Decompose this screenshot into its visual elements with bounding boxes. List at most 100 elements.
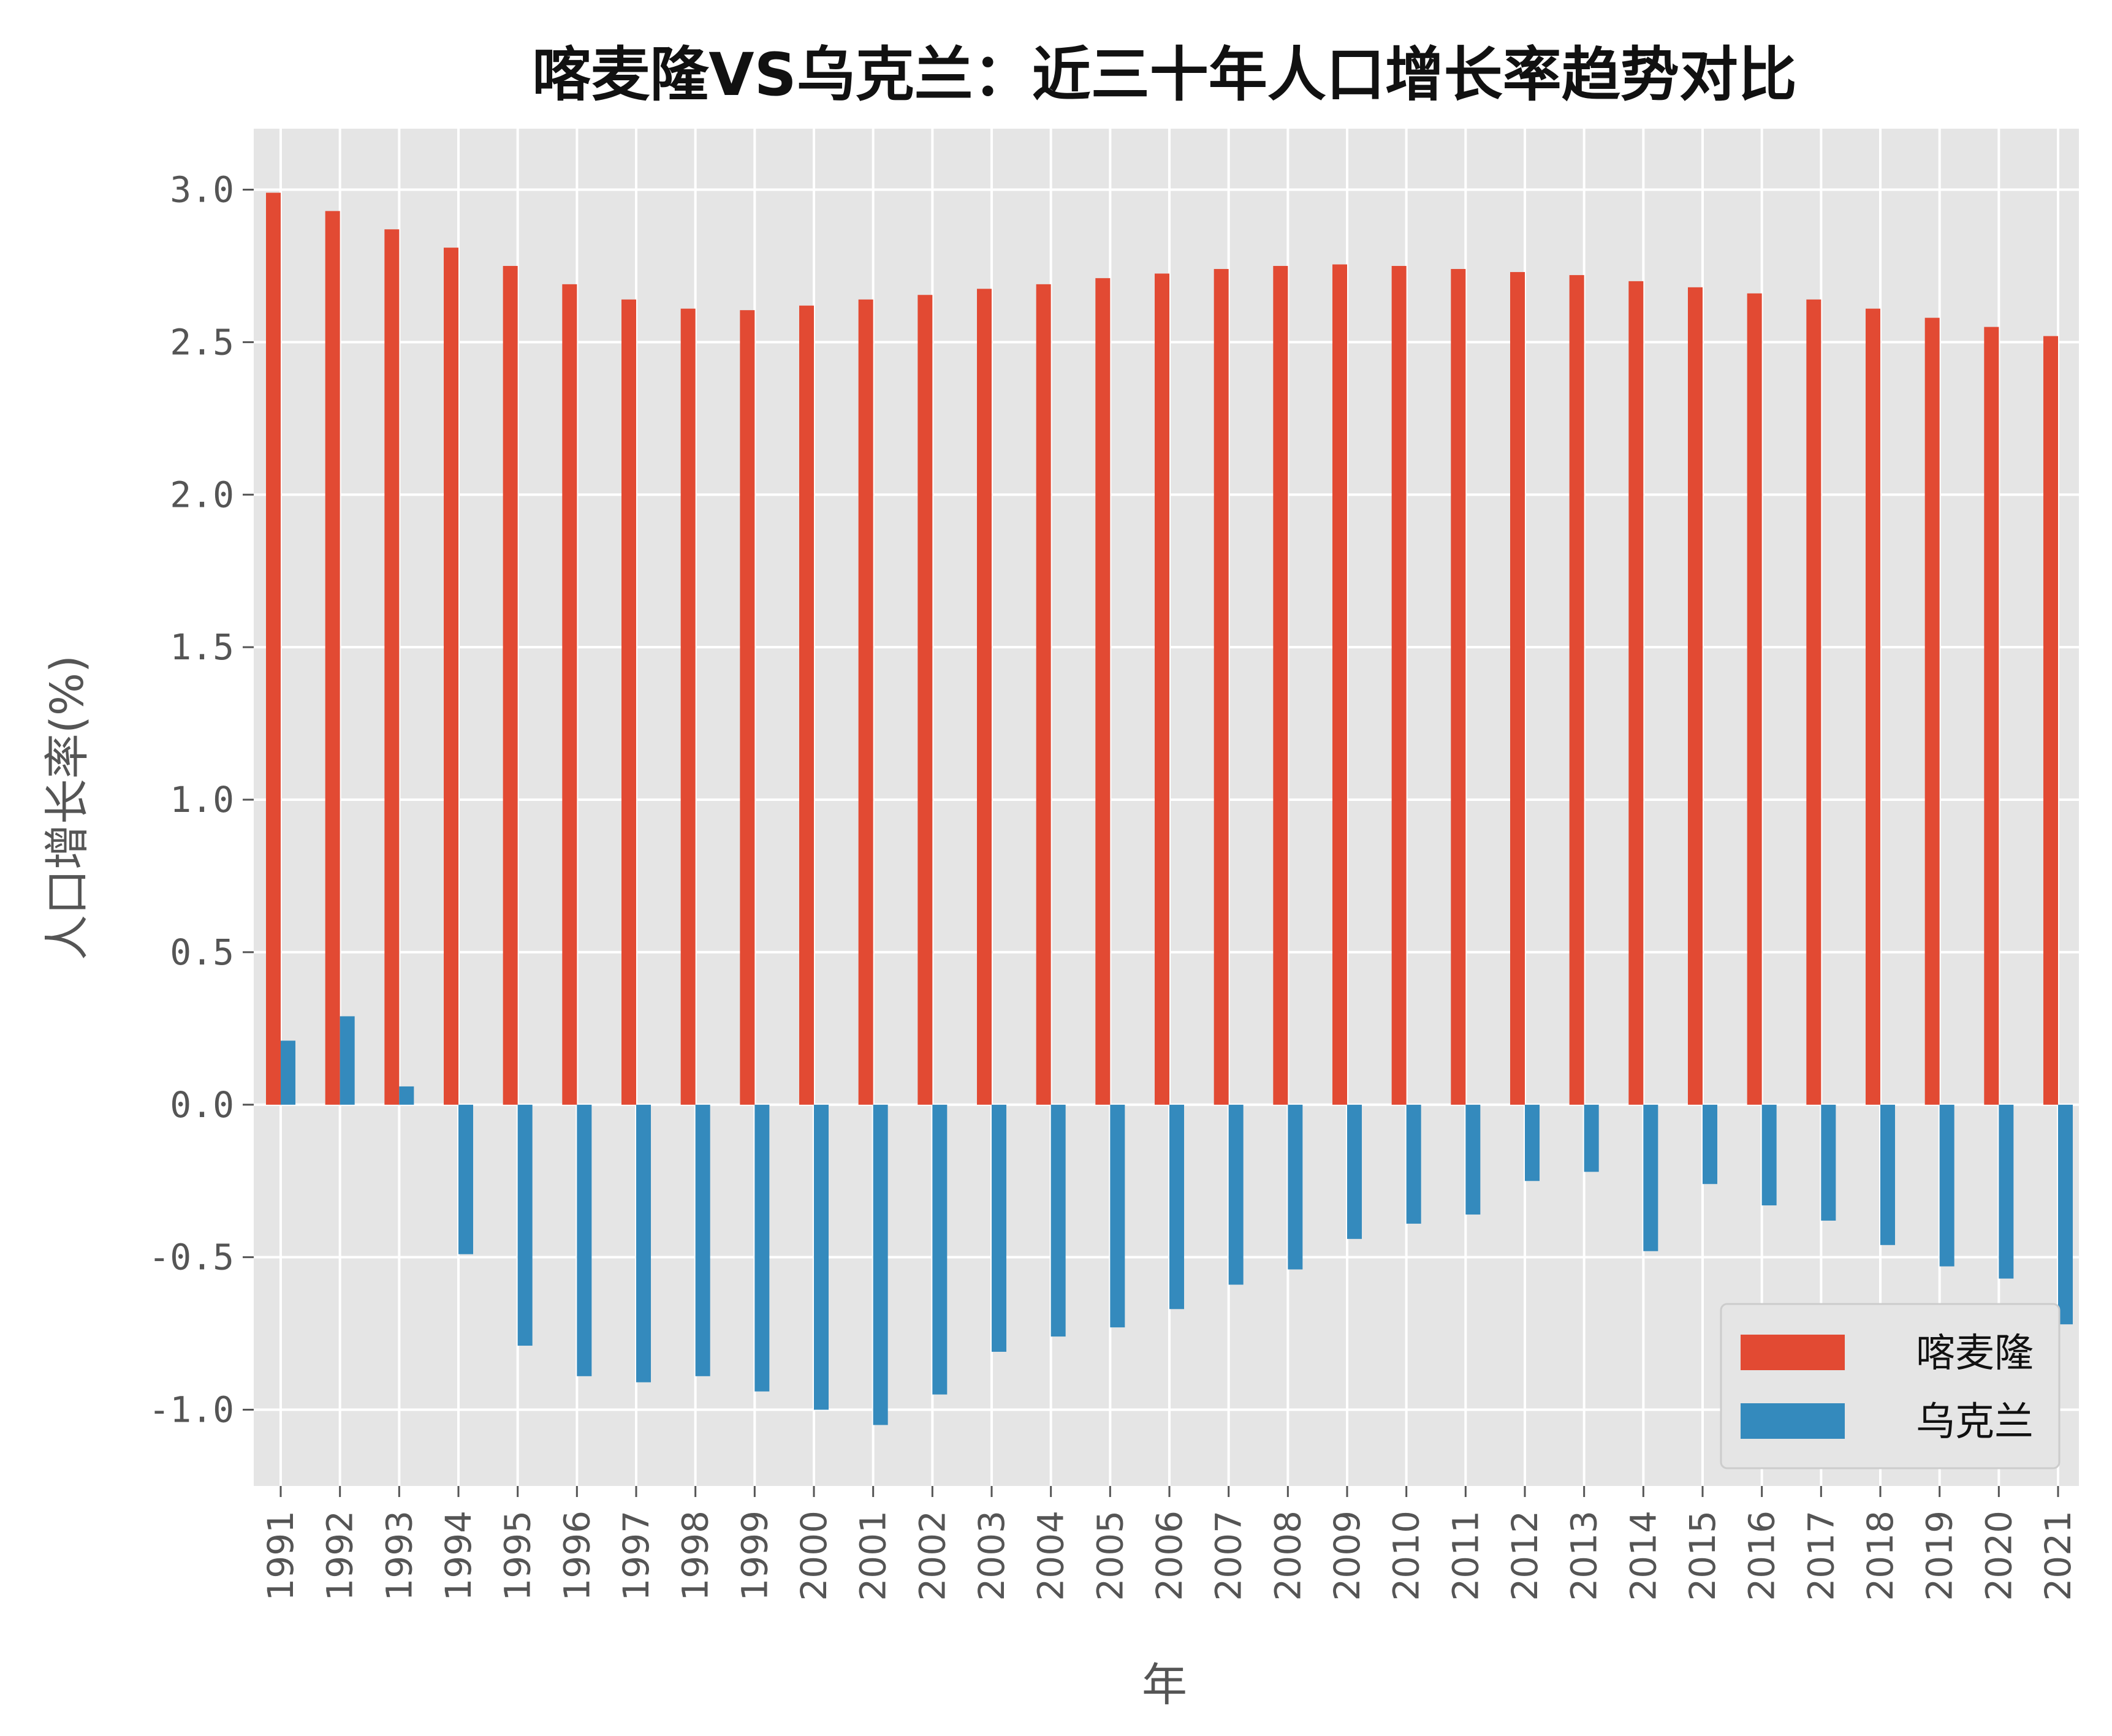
x-tick-label: 1997 xyxy=(615,1510,657,1601)
x-tick-label: 2000 xyxy=(793,1510,835,1601)
bar-cameroon-2005 xyxy=(1095,278,1111,1105)
bar-cameroon-1998 xyxy=(680,308,696,1105)
y-tick-label: -0.5 xyxy=(148,1237,234,1278)
bar-ukraine-2016 xyxy=(1761,1104,1777,1206)
x-tick-label: 1994 xyxy=(438,1510,479,1601)
y-tick-label: 0.5 xyxy=(170,931,234,973)
bar-cameroon-2013 xyxy=(1569,275,1584,1105)
bar-cameroon-2001 xyxy=(858,299,873,1105)
x-axis-label: 年 xyxy=(1142,1659,1187,1711)
x-tick-label: 1999 xyxy=(734,1510,775,1601)
bar-cameroon-2012 xyxy=(1510,271,1525,1105)
bar-cameroon-2016 xyxy=(1747,293,1762,1105)
bar-ukraine-2012 xyxy=(1525,1104,1540,1181)
bar-cameroon-2010 xyxy=(1391,265,1407,1105)
bar-ukraine-2018 xyxy=(1880,1104,1895,1245)
x-tick-label: 1998 xyxy=(675,1510,716,1601)
legend: 喀麦隆 乌克兰 xyxy=(1720,1303,2061,1469)
x-tick-label: 2008 xyxy=(1267,1510,1309,1601)
bar-ukraine-2015 xyxy=(1703,1104,1717,1184)
y-axis-ticks: -1.0 -0.5 0.0 0.5 1.0 1.5 2.0 2.5 3.0 xyxy=(148,169,254,1431)
x-tick-label: 2014 xyxy=(1622,1510,1664,1601)
bar-cameroon-2011 xyxy=(1451,268,1466,1105)
bar-ukraine-2020 xyxy=(1999,1104,2014,1279)
chart-title: 喀麦隆VS乌克兰：近三十年人口增长率趋势对比 xyxy=(532,40,1796,109)
x-tick-label: 2019 xyxy=(1919,1510,1961,1601)
bar-cameroon-1996 xyxy=(562,284,577,1105)
bar-ukraine-1999 xyxy=(754,1104,770,1392)
y-axis-label: 人口增长率(%) xyxy=(41,655,94,960)
bar-cameroon-2009 xyxy=(1332,264,1347,1105)
x-tick-label: 2006 xyxy=(1149,1510,1190,1601)
x-tick-label: 2004 xyxy=(1030,1510,1072,1601)
x-tick-label: 2007 xyxy=(1208,1510,1250,1601)
bar-cameroon-2021 xyxy=(2043,336,2058,1105)
x-tick-label: 1992 xyxy=(319,1510,361,1601)
bar-cameroon-2015 xyxy=(1688,287,1703,1105)
x-tick-label: 2021 xyxy=(2037,1510,2079,1601)
legend-swatch-cameroon xyxy=(1741,1335,1845,1370)
bar-cameroon-1992 xyxy=(325,211,340,1105)
bar-cameroon-1994 xyxy=(444,248,458,1105)
bar-cameroon-1999 xyxy=(740,310,755,1105)
bar-ukraine-1998 xyxy=(695,1104,710,1376)
x-tick-label: 2005 xyxy=(1089,1510,1131,1601)
bar-cameroon-2008 xyxy=(1273,265,1288,1105)
y-tick-label: 3.0 xyxy=(170,169,234,211)
bar-ukraine-2002 xyxy=(932,1104,948,1395)
bar-ukraine-1996 xyxy=(577,1104,592,1376)
bar-cameroon-2017 xyxy=(1806,299,1821,1105)
bar-cameroon-1993 xyxy=(384,229,400,1105)
bar-cameroon-2002 xyxy=(917,295,933,1105)
bar-ukraine-2011 xyxy=(1465,1104,1481,1215)
legend-swatch-ukraine xyxy=(1741,1403,1845,1439)
x-tick-label: 2009 xyxy=(1326,1510,1368,1601)
legend-label-cameroon: 喀麦隆 xyxy=(1916,1331,2034,1376)
bar-cameroon-2003 xyxy=(977,289,992,1105)
bar-cameroon-2004 xyxy=(1036,284,1051,1105)
bar-cameroon-2014 xyxy=(1628,281,1644,1105)
bar-cameroon-1997 xyxy=(621,299,636,1105)
legend-label-ukraine: 乌克兰 xyxy=(1916,1400,2034,1445)
bar-ukraine-2005 xyxy=(1110,1104,1125,1328)
bars xyxy=(266,192,2073,1425)
y-tick-label: 1.5 xyxy=(170,626,234,668)
x-axis-ticks: 1991 1992 1993 1994 1995 1996 1997 1998 1999 2000… xyxy=(260,1486,2079,1601)
bar-ukraine-2004 xyxy=(1050,1104,1066,1337)
bar-ukraine-2021 xyxy=(2058,1104,2073,1325)
y-tick-label: 0.0 xyxy=(170,1084,234,1126)
bar-ukraine-2017 xyxy=(1821,1104,1836,1221)
x-tick-label: 2013 xyxy=(1563,1510,1605,1601)
x-tick-label: 2012 xyxy=(1504,1510,1546,1601)
bar-ukraine-2008 xyxy=(1288,1104,1303,1270)
bar-ukraine-1991 xyxy=(281,1040,295,1105)
bar-ukraine-2010 xyxy=(1406,1104,1421,1224)
bar-ukraine-2009 xyxy=(1347,1104,1362,1239)
bar-ukraine-2001 xyxy=(873,1104,888,1425)
y-tick-label: 2.0 xyxy=(170,474,234,515)
bar-ukraine-1997 xyxy=(636,1104,651,1382)
bar-ukraine-2013 xyxy=(1584,1104,1599,1172)
bar-ukraine-2014 xyxy=(1643,1104,1658,1251)
bar-ukraine-2006 xyxy=(1169,1104,1184,1310)
x-tick-label: 2011 xyxy=(1445,1510,1486,1601)
x-tick-label: 1996 xyxy=(556,1510,598,1601)
x-tick-label: 2015 xyxy=(1682,1510,1723,1601)
x-tick-label: 1993 xyxy=(378,1510,420,1601)
bar-cameroon-1995 xyxy=(503,265,518,1105)
x-tick-label: 1991 xyxy=(260,1510,302,1601)
bar-cameroon-2018 xyxy=(1866,308,1880,1105)
x-tick-label: 2002 xyxy=(911,1510,953,1601)
bar-cameroon-2006 xyxy=(1155,273,1169,1105)
x-tick-label: 2018 xyxy=(1859,1510,1901,1601)
y-tick-label: -1.0 xyxy=(148,1389,234,1431)
x-tick-label: 1995 xyxy=(497,1510,539,1601)
bar-ukraine-1995 xyxy=(517,1104,533,1346)
y-tick-label: 2.5 xyxy=(170,321,234,363)
bar-cameroon-2019 xyxy=(1924,317,1940,1105)
x-tick-label: 2017 xyxy=(1800,1510,1842,1601)
bar-ukraine-1992 xyxy=(340,1016,355,1105)
bar-ukraine-1993 xyxy=(399,1086,414,1105)
x-tick-label: 2020 xyxy=(1978,1510,2019,1601)
bar-ukraine-1994 xyxy=(458,1104,473,1254)
